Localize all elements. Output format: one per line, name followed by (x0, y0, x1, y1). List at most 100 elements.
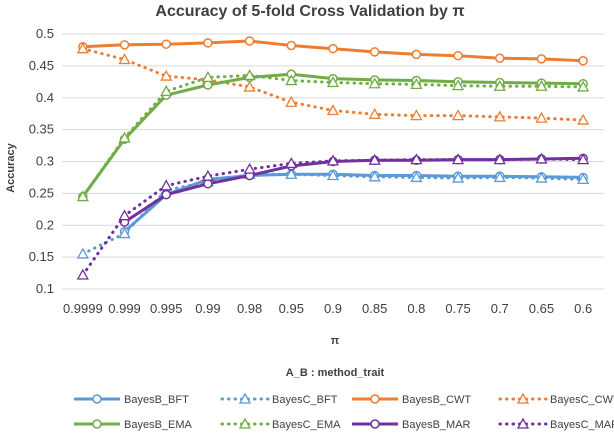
legend-marker (516, 417, 530, 429)
series-BayesC_CWT (76, 42, 590, 125)
legend: BayesB_BFT BayesC_BFT BayesB_CWT BayesC_CWT… (74, 392, 614, 431)
y-axis-ticks: 0.1 0.15 0.2 0.25 0.3 0.35 0.4 0.45 0.5 (29, 26, 54, 296)
y-tick-label: 0.2 (36, 217, 54, 232)
data-point (411, 49, 422, 60)
data-point (203, 80, 213, 90)
data-point (285, 157, 298, 169)
x-tick-label: 0.99 (195, 301, 220, 316)
chart-title: Accuracy of 5-fold Cross Validation by π (155, 3, 464, 20)
data-point (243, 162, 256, 174)
data-point (410, 78, 423, 90)
data-point (451, 153, 465, 165)
data-point (203, 179, 213, 189)
data-point (285, 74, 298, 86)
legend-marker (92, 394, 102, 404)
data-point (76, 190, 89, 202)
data-point (326, 104, 340, 116)
legend-item: BayesC_EMA (220, 417, 341, 431)
series-BayesC_BFT (76, 167, 590, 259)
x-tick-label: 0.98 (237, 301, 262, 316)
y-tick-label: 0.4 (36, 90, 54, 105)
x-tick-label: 0.999 (108, 301, 141, 316)
y-tick-label: 0.25 (29, 185, 54, 200)
data-point (160, 179, 173, 191)
series-BayesB_CWT (78, 36, 588, 66)
data-point (118, 53, 131, 65)
data-point (410, 153, 423, 165)
data-point (410, 109, 423, 121)
data-point (535, 79, 548, 91)
series-BayesC_MAR (76, 152, 590, 280)
data-point (493, 110, 506, 122)
x-axis-title: π (331, 335, 340, 347)
data-point (244, 36, 255, 46)
x-tick-label: 0.9 (324, 301, 342, 316)
data-point (161, 39, 171, 49)
data-point (201, 71, 215, 82)
x-tick-label: 0.85 (362, 301, 387, 316)
data-point (243, 80, 256, 92)
data-point (577, 153, 590, 165)
data-point (451, 171, 465, 183)
data-point (495, 53, 505, 63)
legend-item: BayesB_MAR (352, 419, 471, 431)
data-point (326, 76, 340, 88)
data-point (326, 169, 340, 181)
data-point (535, 152, 548, 164)
legend-item: BayesC_BFT (220, 392, 338, 406)
data-point (118, 131, 131, 143)
legend-item: BayesC_CWT (498, 392, 614, 406)
y-tick-label: 0.1 (36, 281, 54, 296)
legend-label: BayesC_MAR (550, 419, 614, 431)
y-tick-label: 0.3 (36, 154, 54, 169)
series-line (123, 172, 584, 233)
y-tick-label: 0.35 (29, 122, 54, 137)
x-tick-label: 0.75 (445, 301, 470, 316)
data-point (76, 268, 89, 280)
data-point (243, 69, 256, 81)
legend-label: BayesB_EMA (124, 419, 193, 431)
legend-item: BayesB_BFT (74, 394, 189, 406)
x-tick-label: 0.6 (574, 301, 592, 316)
data-point (161, 189, 171, 200)
data-point (535, 111, 548, 123)
data-point (160, 85, 173, 97)
legend-label: BayesC_BFT (272, 394, 338, 406)
data-point (119, 40, 130, 50)
chart-caption: A_B : method_trait (286, 367, 385, 379)
legend-label: BayesB_MAR (402, 419, 471, 431)
legend-marker (370, 394, 380, 404)
x-tick-label: 0.7 (491, 301, 509, 316)
series-line (81, 172, 585, 256)
legend-item: BayesB_CWT (352, 394, 471, 406)
data-point (368, 107, 381, 119)
x-tick-label: 0.9999 (63, 301, 103, 316)
legend-marker (238, 417, 252, 429)
data-point (493, 79, 506, 91)
legend-marker (238, 392, 252, 404)
data-point (368, 77, 381, 89)
legend-item: BayesC_MAR (498, 417, 614, 431)
data-point (203, 38, 213, 48)
y-tick-label: 0.15 (29, 249, 54, 264)
data-point (118, 209, 131, 221)
y-axis-title: Accuracy (5, 142, 17, 192)
legend-label: BayesC_CWT (550, 394, 614, 406)
y-tick-label: 0.45 (29, 58, 54, 73)
data-point (285, 95, 298, 107)
x-tick-label: 0.65 (529, 301, 554, 316)
data-point (286, 40, 297, 51)
data-point (201, 169, 215, 181)
y-tick-label: 0.5 (36, 26, 54, 41)
data-point (326, 154, 340, 166)
data-point (285, 167, 298, 179)
data-point (451, 79, 465, 91)
data-point (76, 247, 89, 259)
x-tick-label: 0.95 (279, 301, 304, 316)
legend-label: BayesC_EMA (272, 419, 341, 431)
legend-marker (516, 392, 530, 404)
data-point (453, 50, 463, 61)
series-group (76, 36, 590, 280)
